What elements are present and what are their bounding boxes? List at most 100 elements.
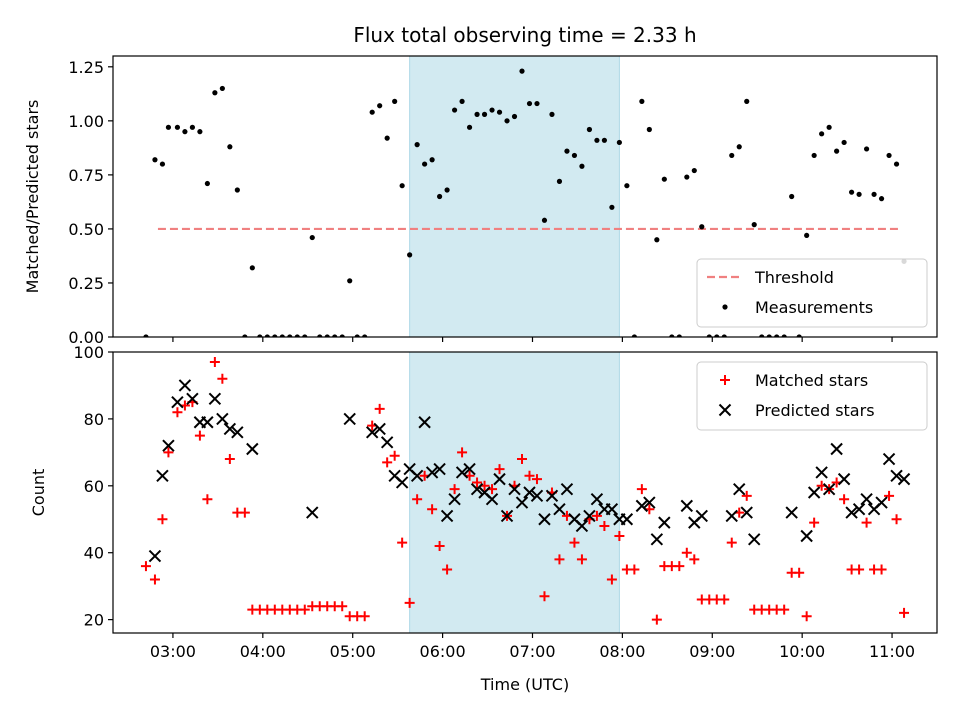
bottom-xtick-label-5: 08:00 — [599, 642, 645, 661]
bottom-predicted-stars-point-3 — [171, 395, 184, 409]
bottom-predicted-stars-point-61 — [785, 506, 798, 519]
top-ytick-label-5: 1.25 — [68, 58, 104, 77]
bottom-matched-stars-point-41 — [449, 484, 460, 495]
bottom-matched-stars-point-4 — [172, 407, 183, 418]
top-measurements-point-94 — [849, 189, 855, 195]
bottom-matched-stars-point-40 — [442, 564, 453, 575]
top-measurements-point-17 — [272, 334, 278, 337]
top-measurements-point-23 — [317, 334, 323, 337]
chart-title: Flux total observing time = 2.33 h — [353, 23, 696, 47]
bottom-predicted-stars-point-75 — [897, 472, 911, 486]
top-measurements-point-26 — [339, 334, 345, 337]
top-legend-marker-1 — [722, 304, 728, 310]
bottom-matched-stars-point-29 — [359, 611, 370, 622]
bottom-legend-label-0: Matched stars — [755, 371, 868, 390]
top-measurements-point-8 — [204, 180, 210, 187]
top-measurements-point-32 — [384, 135, 390, 141]
bottom-matched-stars-point-47 — [494, 464, 505, 475]
top-measurements-point-70 — [669, 334, 675, 337]
top-highlight-span — [409, 55, 620, 338]
bottom-xtick-label-7: 10:00 — [779, 642, 825, 661]
bottom-matched-stars-point-100 — [891, 514, 902, 525]
top-measurements-point-68 — [654, 237, 660, 243]
bottom-predicted-stars-point-62 — [800, 529, 813, 543]
top-measurements-point-42 — [459, 98, 465, 104]
bottom-predicted-stars-point-36 — [523, 486, 536, 499]
bottom-matched-stars-point-77 — [719, 594, 730, 605]
top-ytick-label-0: 0.00 — [68, 328, 104, 347]
top-measurements-point-80 — [744, 98, 750, 104]
bottom-predicted-stars-point-23 — [425, 466, 439, 479]
bottom-matched-stars-point-96 — [861, 517, 872, 528]
top-measurements-point-39 — [437, 193, 443, 200]
bottom-predicted-stars-point-52 — [650, 533, 664, 546]
top-measurements-point-12 — [234, 187, 240, 193]
top-measurements-point-50 — [519, 68, 525, 74]
top-measurements-point-7 — [197, 129, 203, 135]
top-measurements-point-21 — [302, 334, 308, 337]
top-measurements-point-69 — [661, 176, 667, 182]
top-measurements-point-47 — [496, 109, 503, 115]
bottom-predicted-stars-point-44 — [583, 509, 596, 523]
top-measurements-point-30 — [369, 109, 375, 115]
bottom-predicted-stars-point-0 — [148, 549, 162, 563]
top-measurements-point-44 — [474, 111, 480, 117]
top-measurements-point-19 — [287, 334, 293, 337]
top-measurements-point-51 — [526, 100, 533, 107]
top-measurements-point-83 — [766, 334, 772, 337]
bottom-predicted-stars-point-34 — [508, 482, 521, 496]
top-measurements-point-14 — [249, 265, 255, 271]
bottom-highlight-span — [409, 351, 620, 634]
bottom-matched-stars-point-89 — [809, 517, 820, 528]
bottom-predicted-stars-point-15 — [365, 426, 379, 439]
top-measurements-point-15 — [257, 334, 263, 337]
top-measurements-point-82 — [759, 334, 765, 337]
bottom-matched-stars-point-44 — [472, 477, 483, 488]
bottom-predicted-stars-point-66 — [830, 442, 843, 456]
bottom-predicted-stars-point-43 — [575, 519, 589, 533]
top-measurements-point-31 — [377, 103, 383, 109]
bottom-ytick-label-1: 40 — [84, 544, 104, 563]
top-measurements-point-99 — [886, 152, 892, 159]
bottom-matched-stars-point-99 — [884, 490, 895, 501]
bottom-xtick-label-1: 04:00 — [240, 642, 286, 661]
top-measurements-point-73 — [691, 167, 697, 174]
top-measurements-point-97 — [871, 191, 877, 197]
bottom-matched-stars-point-63 — [614, 530, 625, 541]
top-measurements-point-43 — [466, 124, 473, 130]
top-measurements-point-61 — [601, 137, 608, 143]
top-measurements-point-3 — [165, 124, 172, 130]
bottom-matched-stars-point-9 — [209, 357, 220, 368]
bottom-predicted-stars-point-45 — [590, 492, 604, 506]
top-measurements-point-48 — [504, 118, 510, 124]
bottom-predicted-stars-point-63 — [807, 486, 821, 499]
top-measurements-point-71 — [676, 334, 682, 337]
bottom-predicted-stars-point-73 — [882, 452, 896, 466]
bottom-matched-stars-point-85 — [779, 604, 790, 615]
bottom-matched-stars-point-36 — [412, 494, 423, 505]
bottom-predicted-stars-point-50 — [635, 499, 649, 513]
bottom-predicted-stars-point-26 — [448, 492, 461, 506]
bottom-predicted-stars-point-57 — [725, 509, 738, 523]
bottom-predicted-stars-point-33 — [500, 509, 514, 523]
bottom-predicted-stars-point-16 — [373, 422, 386, 436]
bottom-plot-area — [140, 357, 911, 625]
bottom-matched-stars-point-1 — [149, 574, 160, 585]
top-measurements-point-10 — [219, 85, 225, 92]
top-measurements-point-78 — [729, 152, 735, 159]
top-measurements-point-96 — [863, 146, 870, 152]
bottom-predicted-stars-point-70 — [860, 492, 873, 506]
bottom-predicted-stars-point-37 — [530, 489, 544, 503]
top-measurements-point-11 — [227, 144, 233, 150]
top-measurements-point-41 — [451, 107, 458, 113]
bottom-predicted-stars-point-51 — [643, 496, 656, 509]
top-measurements-point-65 — [631, 334, 637, 337]
top-measurements-point-60 — [594, 137, 600, 143]
bottom-predicted-stars-point-13 — [306, 506, 319, 519]
bottom-matched-stars-point-3 — [163, 447, 174, 458]
bottom-matched-stars-point-80 — [741, 490, 752, 501]
bottom-panel: 20 40 60 80 100 03:00 04:00 05:00 06:00 07:00 08:0… — [29, 343, 938, 694]
top-measurements-point-35 — [407, 252, 413, 258]
top-measurements-point-58 — [579, 163, 585, 169]
